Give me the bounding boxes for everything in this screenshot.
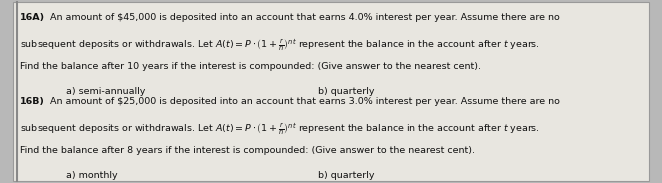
Text: a) semi-annually: a) semi-annually [66,87,146,96]
Text: Find the balance after 10 years if the interest is compounded: (Give answer to t: Find the balance after 10 years if the i… [20,62,481,71]
Text: b) quarterly: b) quarterly [318,171,374,180]
Text: An amount of $25,000 is deposited into an account that earns 3.0% interest per y: An amount of $25,000 is deposited into a… [50,97,559,106]
Text: 16A): 16A) [20,13,45,22]
Text: subsequent deposits or withdrawals. Let $A(t) = P \cdot \left(1+\frac{r}{n}\righ: subsequent deposits or withdrawals. Let … [20,38,540,53]
Text: 16B): 16B) [20,97,45,106]
Text: a) monthly: a) monthly [66,171,118,180]
Text: An amount of $45,000 is deposited into an account that earns 4.0% interest per y: An amount of $45,000 is deposited into a… [50,13,559,22]
Text: subsequent deposits or withdrawals. Let $A(t) = P \cdot \left(1+\frac{r}{n}\righ: subsequent deposits or withdrawals. Let … [20,122,540,137]
Text: b) quarterly: b) quarterly [318,87,374,96]
Text: Find the balance after 8 years if the interest is compounded: (Give answer to th: Find the balance after 8 years if the in… [20,146,475,155]
FancyBboxPatch shape [13,2,649,181]
